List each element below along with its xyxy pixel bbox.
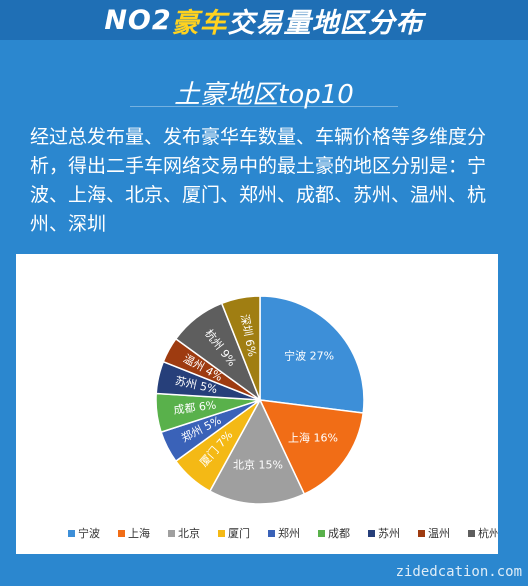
- legend-swatch-7: [418, 530, 425, 537]
- watermark: zidedcation.com: [395, 564, 522, 580]
- pie-slice-0: [259, 295, 365, 414]
- legend-swatch-4: [268, 530, 275, 537]
- pie-slice-9: [220, 295, 261, 401]
- slice-label-0: 宁波 27%: [284, 349, 334, 363]
- pie-slice-1: [258, 399, 365, 496]
- legend-swatch-1: [118, 530, 125, 537]
- section-title: 土豪地区top10: [174, 80, 354, 110]
- pie-chart-card: 宁波 27% 上海 16% 北京 15% 厦门 7% 郑州 5% 成都 6% 苏州 5% 温州…: [16, 254, 525, 554]
- pie-slice-2: [208, 398, 306, 505]
- pie-chart: 宁波 27%上海 16%北京 15%厦门 7%郑州 5%成都 6%苏州 5%温州…: [68, 295, 525, 540]
- legend-label-7: 温州: [428, 527, 450, 540]
- header-highlight: 豪车: [171, 7, 228, 39]
- legend-swatch-5: [318, 530, 325, 537]
- description-text: 经过总发布量、发布豪华车数量、车辆价格等多维度分析，得出二手车网络交易中的最土豪…: [30, 126, 487, 235]
- legend-swatch-3: [218, 530, 225, 537]
- legend-label-4: 郑州: [278, 526, 300, 540]
- legend-label-6: 苏州: [378, 527, 400, 540]
- title-underline: [130, 106, 398, 107]
- slice-label-2: 北京 15%: [233, 457, 283, 471]
- legend-swatch-8: [468, 530, 475, 537]
- legend-swatch-6: [368, 530, 375, 537]
- header-suffix: 交易量地区分布: [227, 7, 424, 39]
- legend-label-8: 杭州: [478, 526, 498, 540]
- legend-swatch-0: [68, 530, 75, 537]
- legend-label-1: 上海: [128, 526, 150, 540]
- legend-label-2: 北京: [178, 526, 200, 540]
- legend-label-0: 宁波: [78, 526, 100, 540]
- slice-label-1: 上海 16%: [288, 431, 338, 445]
- legend-label-5: 成都: [328, 527, 350, 540]
- legend-label-3: 厦门: [228, 526, 250, 540]
- slice-label-5: 成都 6%: [173, 399, 217, 417]
- header-banner: NO2 豪车 交易量地区分布: [0, 0, 528, 40]
- legend-swatch-2: [168, 530, 175, 537]
- header-prefix: NO2: [104, 4, 172, 36]
